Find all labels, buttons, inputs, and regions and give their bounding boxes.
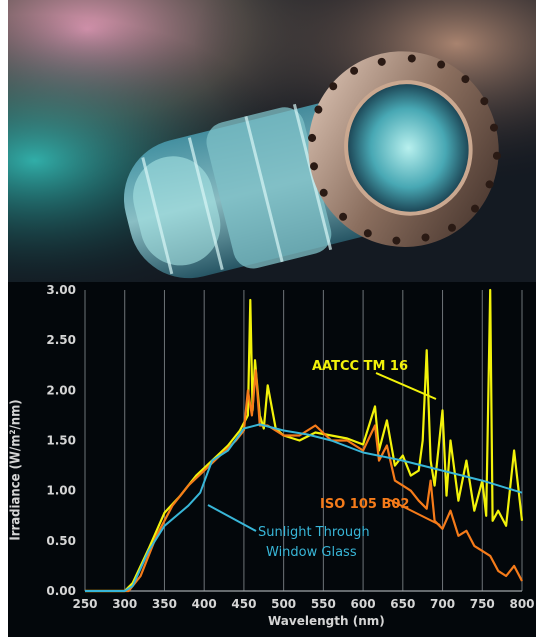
y-tick-label: 1.50 bbox=[46, 434, 76, 448]
chart-series bbox=[85, 288, 524, 593]
x-tick-label: 650 bbox=[390, 597, 415, 611]
x-tick-label: 350 bbox=[152, 597, 177, 611]
y-tick-label: 3.00 bbox=[46, 283, 76, 297]
annotation-label: Window Glass bbox=[266, 545, 357, 560]
y-tick-label: 2.50 bbox=[46, 333, 76, 347]
y-tick-label: 1.00 bbox=[46, 484, 76, 498]
y-tick-label: 0.00 bbox=[46, 584, 76, 598]
x-tick-label: 750 bbox=[470, 597, 495, 611]
x-tick-label: 500 bbox=[271, 597, 296, 611]
y-tick-labels: 0.00 0.50 1.00 1.50 2.00 2.50 3.00 bbox=[46, 283, 76, 598]
series-line-0 bbox=[85, 288, 524, 593]
x-tick-label: 250 bbox=[72, 597, 97, 611]
chart-background bbox=[8, 282, 536, 637]
x-tick-label: 300 bbox=[112, 597, 137, 611]
annotation-label: Sunlight Through bbox=[258, 525, 370, 540]
chart-grid bbox=[84, 290, 523, 592]
annotation-leader bbox=[375, 372, 437, 400]
x-tick-label: 600 bbox=[351, 597, 376, 611]
spectrum-chart: 0.00 0.50 1.00 1.50 2.00 2.50 3.00 250 300 350 40… bbox=[8, 282, 536, 637]
figure-frame: 0.00 0.50 1.00 1.50 2.00 2.50 3.00 250 300 350 40… bbox=[8, 0, 536, 637]
annotation-leader bbox=[389, 499, 441, 526]
annotation-leader bbox=[207, 504, 257, 532]
y-tick-label: 0.50 bbox=[46, 534, 76, 548]
x-axis-label: Wavelength (nm) bbox=[268, 614, 385, 628]
x-tick-label: 700 bbox=[430, 597, 455, 611]
xenon-lamp-photo bbox=[8, 0, 536, 292]
y-axis-label: Irradiance (W/m²/nm) bbox=[8, 399, 24, 541]
x-tick-label: 450 bbox=[231, 597, 256, 611]
x-tick-label: 800 bbox=[509, 597, 534, 611]
y-tick-label: 2.00 bbox=[46, 383, 76, 397]
x-tick-label: 400 bbox=[192, 597, 217, 611]
chart-annotations: AATCC TM 16 ISO 105 B02 Sunlight Through Wi… bbox=[207, 359, 441, 560]
series-line-2 bbox=[85, 423, 523, 592]
annotation-label: AATCC TM 16 bbox=[312, 359, 408, 374]
x-tick-labels: 250 300 350 400 450 500 550 600 650 700 750 800 bbox=[72, 597, 534, 611]
annotation-label: ISO 105 B02 bbox=[320, 497, 409, 512]
x-tick-label: 550 bbox=[311, 597, 336, 611]
